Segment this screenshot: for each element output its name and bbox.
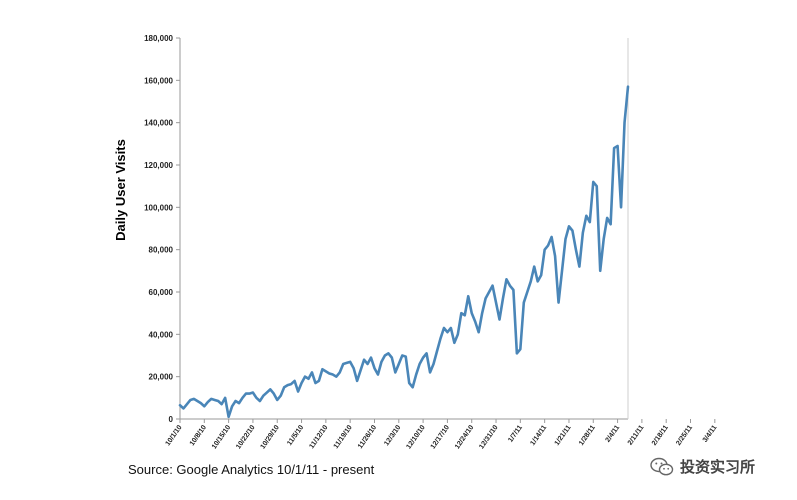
wechat-icon — [650, 457, 674, 475]
line-chart: Daily User Visits 0 20,000 40,000 60,000 80,… — [113, 34, 719, 450]
y-tick-label: 160,000 — [144, 76, 173, 85]
watermark: 投资实习所 — [650, 456, 755, 477]
x-tick-label: 2/11/11 — [627, 424, 646, 447]
x-tick-label: 12/24/10 — [454, 424, 475, 450]
y-tick-label: 120,000 — [144, 161, 173, 170]
x-tick-label: 1/21/11 — [554, 424, 573, 447]
x-tick-label: 11/12/10 — [308, 424, 329, 450]
x-tick-label: 10/22/10 — [235, 424, 256, 450]
y-tick-label: 20,000 — [149, 373, 174, 382]
x-tick-label: 12/31/10 — [478, 424, 499, 450]
x-tick-label: 12/10/10 — [405, 424, 426, 450]
x-tick-label: 12/3/10 — [383, 424, 402, 447]
x-tick-label: 1/14/11 — [529, 424, 548, 447]
x-tick-label: 10/1/10 — [165, 424, 184, 447]
y-tick-label: 180,000 — [144, 34, 173, 43]
x-tick-label: 2/4/11 — [605, 424, 622, 444]
x-tick-label: 12/17/10 — [430, 424, 451, 450]
x-tick-label: 11/26/10 — [357, 424, 378, 450]
watermark-text: 投资实习所 — [680, 458, 756, 476]
y-tick-label: 140,000 — [144, 119, 173, 128]
x-tick-label: 2/25/11 — [675, 424, 694, 447]
y-axis-ticks: 0 20,000 40,000 60,000 80,000 100,000 120,000 1… — [144, 34, 180, 424]
y-tick-label: 40,000 — [149, 330, 174, 339]
x-tick-label: 10/29/10 — [260, 424, 281, 450]
y-tick-label: 0 — [169, 415, 174, 424]
x-tick-label: 10/15/10 — [211, 424, 232, 450]
x-tick-label: 11/19/10 — [333, 424, 354, 450]
y-tick-label: 80,000 — [149, 246, 174, 255]
x-tick-label: 2/18/11 — [651, 424, 670, 447]
y-axis-label: Daily User Visits — [113, 139, 128, 241]
x-tick-label: 1/7/11 — [507, 424, 524, 444]
x-tick-label: 10/8/10 — [189, 424, 208, 447]
series-line-daily-user-visits — [178, 85, 630, 419]
source-note: Source: Google Analytics 10/1/11 - prese… — [128, 462, 375, 477]
x-axis-ticks: 10/1/10 10/8/10 10/15/10 10/22/10 10/29/10 11… — [165, 419, 719, 450]
x-tick-label: 3/4/11 — [702, 424, 719, 444]
y-tick-label: 100,000 — [144, 203, 173, 212]
x-tick-label: 11/5/10 — [286, 424, 305, 447]
x-tick-label: 1/28/11 — [578, 424, 597, 447]
y-tick-label: 60,000 — [149, 288, 174, 297]
